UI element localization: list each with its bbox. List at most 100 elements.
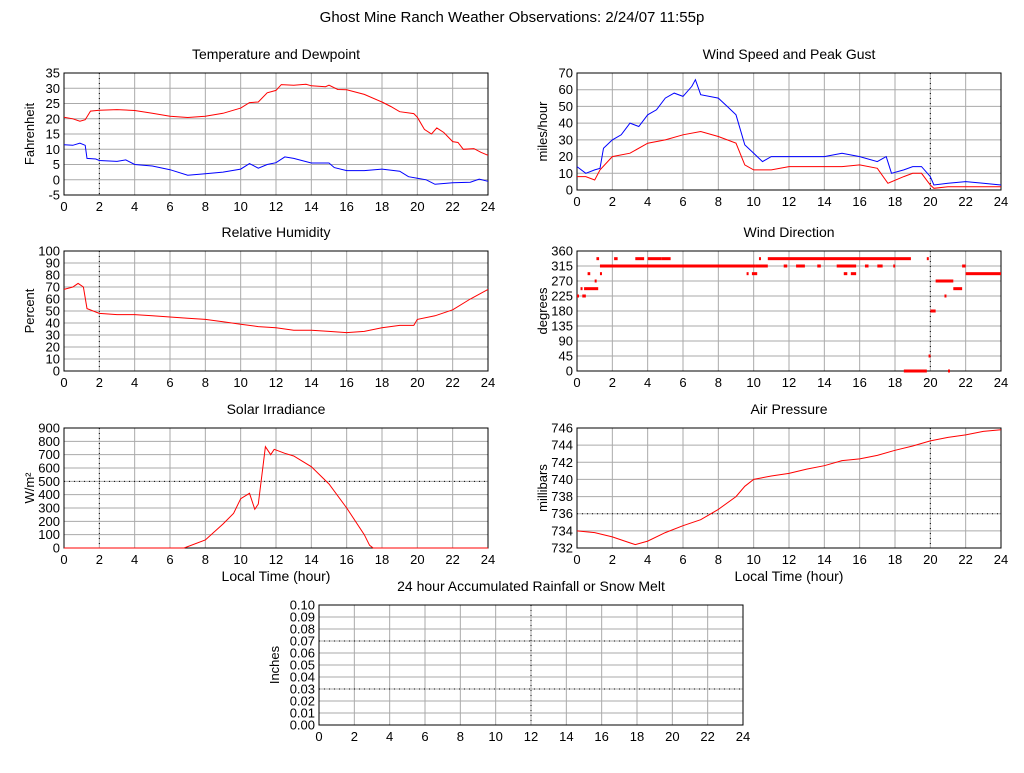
plot-frame: [576, 72, 1002, 191]
y-tick-label: 90: [46, 256, 60, 271]
y-tick-label: 500: [38, 474, 60, 489]
y-tick-label: 0.07: [290, 634, 315, 649]
y-tick-label: 0.02: [290, 694, 315, 709]
wind-direction-mark: [635, 257, 645, 261]
y-tick-label: 10: [46, 352, 60, 367]
x-tick-label: 6: [679, 194, 686, 209]
wind-direction-mark: [755, 264, 768, 268]
x-tick-label: 18: [375, 552, 389, 567]
x-tick-label: 18: [375, 375, 389, 390]
wind-direction-mark: [577, 294, 579, 298]
y-tick-label: 100: [38, 244, 60, 259]
x-tick-label: 8: [202, 552, 209, 567]
y-tick-label: 315: [551, 259, 573, 274]
peak-gust-line: [576, 78, 1002, 186]
x-tick-label: 16: [339, 199, 353, 214]
plot-frame: [576, 250, 1002, 372]
solar-irradiance-line: [64, 445, 488, 549]
chart-title: Wind Direction: [743, 224, 834, 240]
y-tick-label: 736: [551, 506, 573, 521]
x-tick-label: 0: [573, 375, 580, 390]
x-tick-label: 0: [573, 552, 580, 567]
plot-frame: [63, 250, 489, 372]
y-axis-label: degrees: [535, 287, 550, 334]
y-tick-label: 30: [559, 132, 573, 147]
y-axis-label: Inches: [267, 645, 282, 684]
x-tick-label: 18: [375, 199, 389, 214]
y-tick-label: 0.05: [290, 658, 315, 673]
y-tick-label: -5: [48, 188, 60, 203]
y-axis-label: millibars: [535, 464, 550, 512]
rh-chart: Relative Humidity01020304050607080901000…: [22, 224, 495, 390]
wind-direction-mark: [944, 294, 947, 298]
x-tick-label: 4: [131, 199, 138, 214]
x-tick-label: 14: [817, 375, 831, 390]
x-tick-label: 24: [481, 199, 495, 214]
wind-direction-mark: [767, 257, 911, 261]
y-tick-label: 90: [559, 334, 573, 349]
solar-chart: Solar Irradiance010020030040050060070080…: [22, 401, 495, 584]
wind-direction-mark: [594, 279, 597, 283]
y-tick-label: 100: [38, 527, 60, 542]
wind-direction-mark: [850, 272, 857, 276]
chart-title: Relative Humidity: [222, 224, 331, 240]
y-tick-label: 800: [38, 434, 60, 449]
x-tick-label: 12: [269, 199, 283, 214]
wind-direction-mark: [864, 264, 869, 268]
y-tick-label: 0.03: [290, 682, 315, 697]
wind-direction-mark: [596, 257, 600, 261]
y-tick-label: 40: [559, 116, 573, 131]
wind-direction-mark: [783, 264, 788, 268]
temp-chart: Temperature and Dewpoint-505101520253035…: [22, 46, 495, 214]
x-tick-label: 20: [923, 552, 937, 567]
y-tick-label: 0: [566, 364, 573, 379]
wind-direction-mark: [751, 272, 758, 276]
x-tick-label: 22: [700, 729, 714, 744]
y-tick-label: 10: [46, 142, 60, 157]
y-tick-label: 0.08: [290, 622, 315, 637]
y-axis-label: Fahrenheit: [22, 103, 37, 166]
x-tick-label: 0: [60, 199, 67, 214]
y-tick-label: 360: [551, 244, 573, 259]
x-tick-label: 12: [782, 375, 796, 390]
x-tick-label: 22: [445, 375, 459, 390]
x-tick-label: 16: [339, 552, 353, 567]
wind-direction-mark: [953, 287, 963, 291]
x-tick-label: 20: [923, 375, 937, 390]
y-tick-label: 732: [551, 541, 573, 556]
relative-humidity-line: [63, 282, 489, 334]
y-tick-label: 25: [46, 96, 60, 111]
y-tick-label: 0: [566, 183, 573, 198]
wind-direction-mark: [965, 272, 1001, 276]
x-tick-label: 0: [60, 552, 67, 567]
x-tick-label: 6: [679, 375, 686, 390]
x-tick-label: 0: [573, 194, 580, 209]
x-tick-label: 20: [410, 375, 424, 390]
y-tick-label: 0.00: [290, 718, 315, 733]
x-axis-label: Local Time (hour): [222, 568, 331, 584]
x-tick-label: 4: [644, 552, 651, 567]
y-tick-label: 225: [551, 289, 573, 304]
wind-speed-line: [577, 130, 1001, 189]
chart-title: Air Pressure: [750, 401, 827, 417]
wind-direction-mark: [582, 294, 586, 298]
wind-direction-mark: [843, 272, 848, 276]
x-tick-label: 18: [888, 552, 902, 567]
x-tick-label: 14: [304, 375, 318, 390]
x-tick-label: 10: [233, 552, 247, 567]
wind-direction-mark: [877, 264, 883, 268]
y-tick-label: 135: [551, 319, 573, 334]
x-tick-label: 4: [644, 194, 651, 209]
x-tick-label: 14: [817, 194, 831, 209]
x-tick-label: 24: [994, 552, 1008, 567]
x-tick-label: 8: [202, 375, 209, 390]
y-axis-label: W/m²: [22, 472, 37, 504]
plot-frame: [318, 604, 744, 726]
x-tick-label: 22: [445, 199, 459, 214]
wind-direction-mark: [903, 369, 927, 373]
temperature-line: [63, 83, 489, 156]
y-tick-label: 35: [46, 66, 60, 81]
x-tick-label: 8: [715, 552, 722, 567]
